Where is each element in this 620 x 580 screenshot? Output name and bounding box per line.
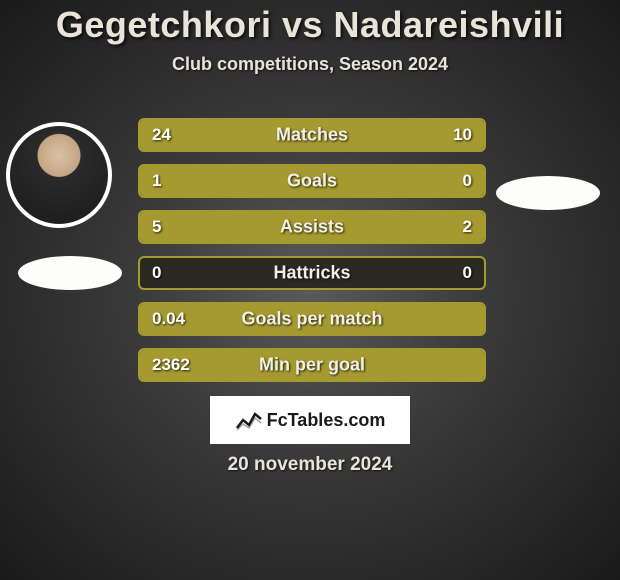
stat-label: Assists xyxy=(140,217,484,238)
brand-text: FcTables.com xyxy=(267,410,386,431)
stat-row: 00Hattricks xyxy=(138,256,486,290)
stat-label: Matches xyxy=(140,125,484,146)
date-label: 20 november 2024 xyxy=(0,454,620,476)
subtitle: Club competitions, Season 2024 xyxy=(172,54,448,75)
stat-row: 2410Matches xyxy=(138,118,486,152)
stats-container: 2410Matches 10Goals 52Assists 00Hattricks 0.… xyxy=(138,118,486,394)
brand-badge: FcTables.com xyxy=(210,396,410,444)
stat-label: Goals xyxy=(140,171,484,192)
infographic-content: Gegetchkori vs Nadareishvili Club compet… xyxy=(0,0,620,580)
page-title: Gegetchkori vs Nadareishvili xyxy=(56,4,564,46)
player-left-flag xyxy=(18,256,122,290)
stat-row: 2362Min per goal xyxy=(138,348,486,382)
stat-label: Min per goal xyxy=(140,355,484,376)
stat-label: Goals per match xyxy=(140,309,484,330)
player-right-flag xyxy=(496,176,600,210)
player-left-avatar xyxy=(6,122,112,228)
stat-row: 10Goals xyxy=(138,164,486,198)
avatar-photo xyxy=(10,126,108,224)
stat-row: 52Assists xyxy=(138,210,486,244)
stat-label: Hattricks xyxy=(140,263,484,284)
stat-row: 0.04Goals per match xyxy=(138,302,486,336)
player-right-avatar xyxy=(500,122,606,228)
brand-logo-icon xyxy=(235,406,263,434)
